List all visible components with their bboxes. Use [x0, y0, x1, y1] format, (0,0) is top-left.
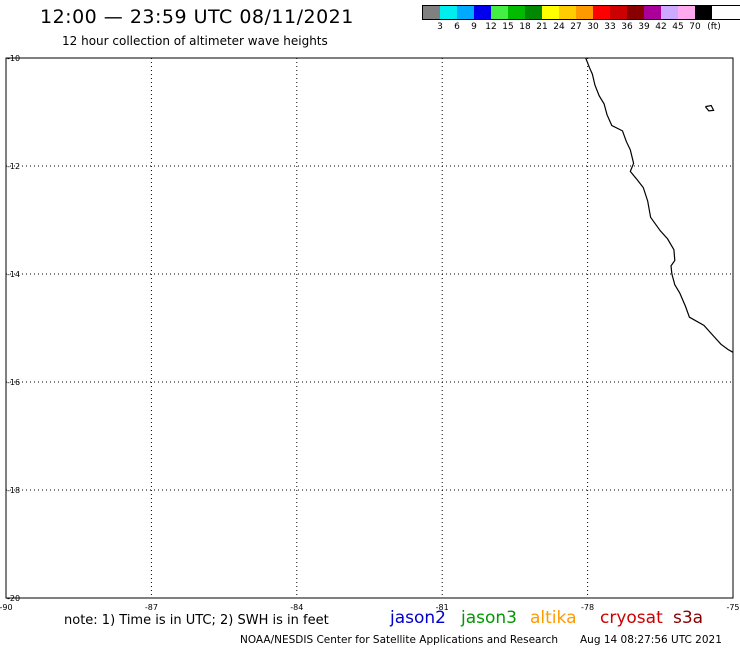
longitude-tick-label: -90	[0, 603, 13, 612]
island-outline	[704, 104, 715, 112]
color-scale-label: 30	[587, 22, 599, 32]
legend-cryosat: cryosat	[600, 608, 663, 628]
map-title: 12:00 — 23:59 UTC 08/11/2021	[40, 6, 354, 28]
color-swatch	[610, 6, 627, 19]
color-swatch	[576, 6, 593, 19]
color-scale-label: 9	[471, 22, 477, 32]
latitude-tick-label: -14	[7, 270, 20, 279]
color-scale-label: 45	[672, 22, 684, 32]
color-scale-labels: 3 6 9 12 15 18 21 24 27 30 33 36 39 42 45 70 (ft)	[422, 20, 740, 32]
legend-jason3: jason3	[461, 608, 517, 628]
color-scale-label: 15	[502, 22, 514, 32]
axis-ticks: -90 -87 -84 -81 -78 -75-10-12-14-16-18-20	[0, 54, 740, 612]
longitude-tick-label: -84	[290, 603, 303, 612]
color-scale-label: 12	[485, 22, 497, 32]
color-scale-label: 39	[638, 22, 650, 32]
longitude-tick-label: -78	[581, 603, 594, 612]
color-swatch	[678, 6, 695, 19]
color-scale-label: 24	[553, 22, 565, 32]
color-scale-label: 27	[570, 22, 582, 32]
color-swatch	[525, 6, 542, 19]
color-swatch	[440, 6, 457, 19]
map-frame	[5, 57, 734, 599]
generated-timestamp: Aug 14 08:27:56 UTC 2021	[580, 634, 722, 646]
latitude-tick-label: -12	[7, 162, 20, 171]
legend-s3a: s3a	[673, 608, 704, 628]
color-swatch	[508, 6, 525, 19]
color-swatches	[422, 5, 740, 20]
legend-jason2: jason2	[390, 608, 446, 628]
color-swatch	[457, 6, 474, 19]
color-swatch	[474, 6, 491, 19]
footer-note: note: 1) Time is in UTC; 2) SWH is in fe…	[64, 613, 329, 628]
color-scale-label: 21	[536, 22, 548, 32]
longitude-tick-label: -81	[436, 603, 449, 612]
color-scale-label: 70	[689, 22, 701, 32]
longitude-tick-label: -87	[145, 603, 158, 612]
color-swatch	[627, 6, 644, 19]
color-scale-label: 6	[454, 22, 460, 32]
color-scale-bar: 3 6 9 12 15 18 21 24 27 30 33 36 39 42 45 70 (ft)	[422, 5, 740, 32]
latitude-tick-label: -16	[7, 378, 20, 387]
color-swatch	[542, 6, 559, 19]
color-scale-unit: (ft)	[707, 22, 721, 32]
legend-altika: altika	[530, 608, 577, 628]
color-swatch	[661, 6, 678, 19]
latitude-tick-label: -18	[7, 486, 20, 495]
color-scale-label: 18	[519, 22, 531, 32]
longitude-tick-label: -75	[726, 603, 739, 612]
color-swatch	[593, 6, 610, 19]
color-scale-label: 33	[604, 22, 616, 32]
color-scale-label: 42	[655, 22, 667, 32]
color-swatch	[695, 6, 712, 19]
credit-text: NOAA/NESDIS Center for Satellite Applica…	[240, 634, 558, 646]
color-swatch	[559, 6, 576, 19]
color-swatch	[644, 6, 661, 19]
color-scale-label: 36	[621, 22, 633, 32]
color-scale-label: 3	[437, 22, 443, 32]
coastline	[585, 57, 734, 353]
color-swatch	[423, 6, 440, 19]
lat-lon-grid	[6, 58, 733, 598]
color-swatch	[491, 6, 508, 19]
map-subtitle: 12 hour collection of altimeter wave hei…	[62, 34, 328, 48]
